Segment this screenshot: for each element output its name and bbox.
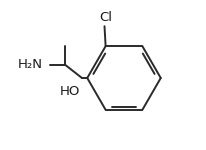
Text: H₂N: H₂N bbox=[18, 58, 43, 71]
Text: Cl: Cl bbox=[99, 11, 112, 24]
Text: HO: HO bbox=[60, 85, 80, 98]
